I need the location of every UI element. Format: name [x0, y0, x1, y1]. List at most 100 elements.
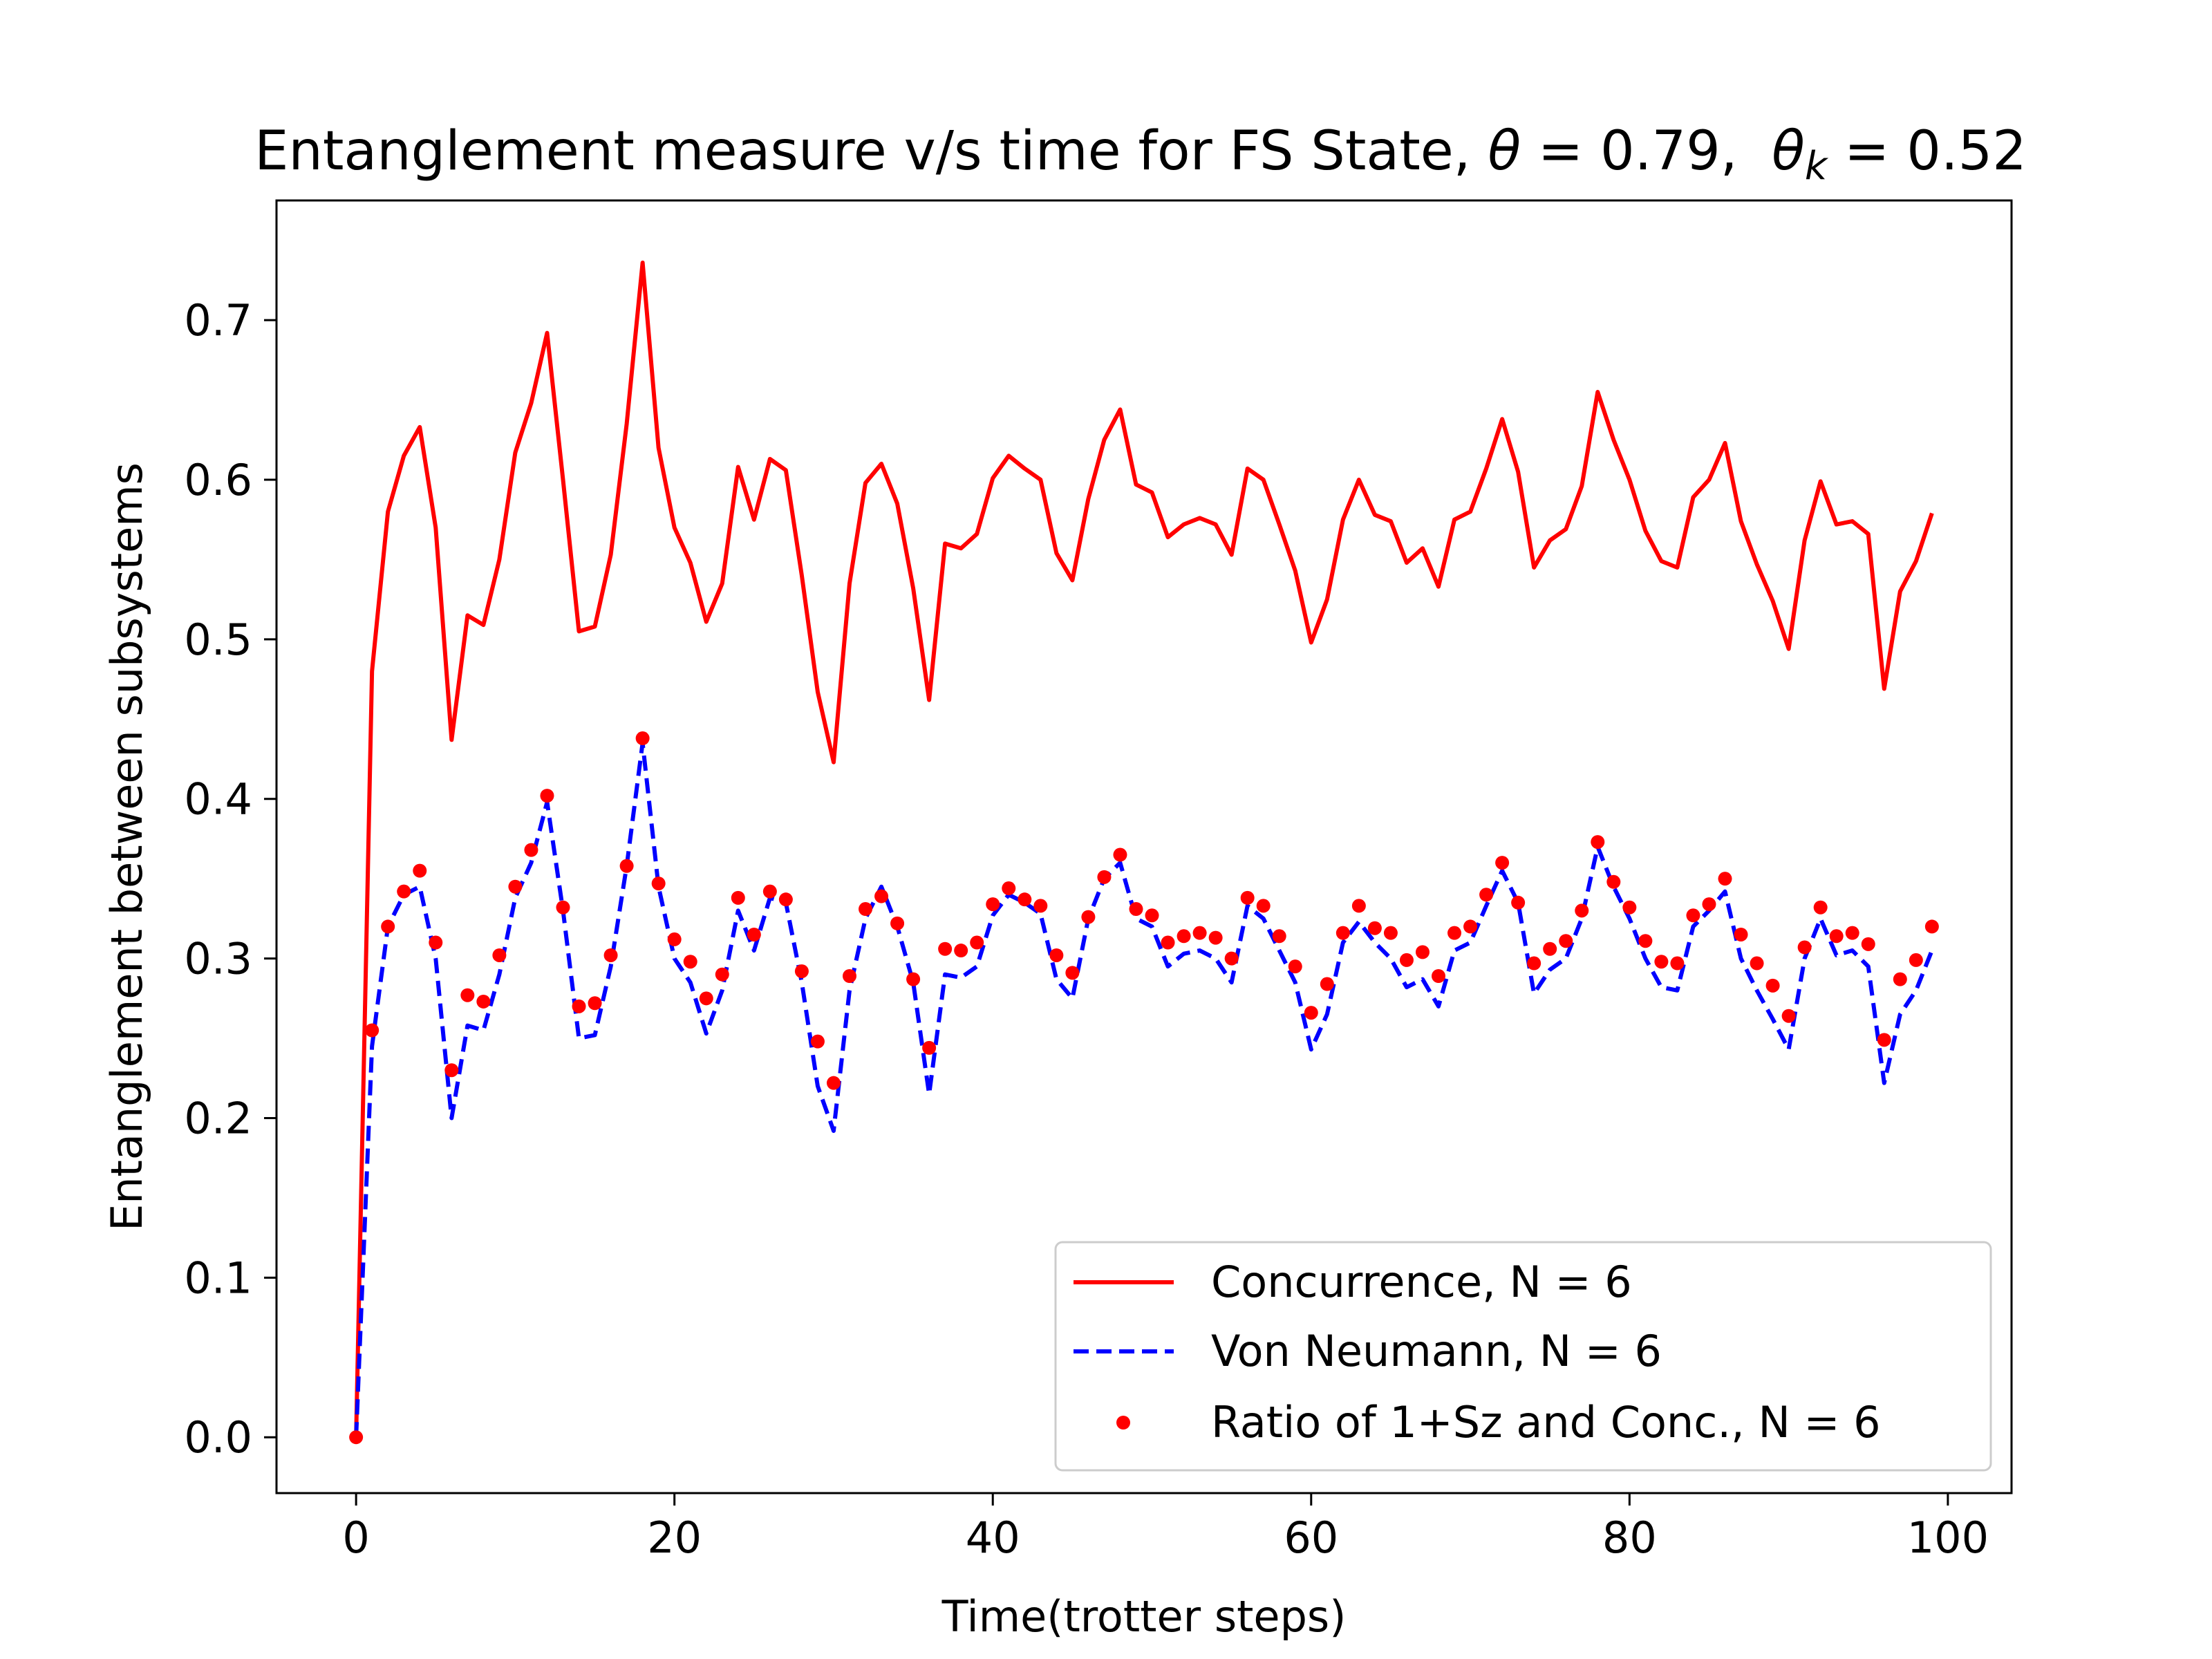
series-von-neumann-line: [354, 740, 1934, 1438]
ratio-data-point: [1511, 895, 1526, 910]
ratio-data-point: [1638, 934, 1653, 948]
ratio-data-point: [556, 900, 570, 915]
ratio-data-point: [699, 991, 713, 1006]
x-tick-label: 80: [1602, 1512, 1657, 1563]
ratio-data-point: [1829, 929, 1844, 944]
ratio-data-point: [954, 944, 968, 958]
ratio-data-point: [444, 1063, 459, 1078]
ratio-data-point: [1065, 966, 1080, 980]
x-axis: 0 20 40 60 80 100: [342, 1493, 1989, 1563]
ratio-data-point: [938, 941, 953, 956]
ratio-data-point: [826, 1076, 841, 1090]
ratio-data-point: [1335, 926, 1350, 940]
ratio-data-point: [1750, 956, 1764, 971]
ratio-data-point: [1877, 1033, 1891, 1047]
ratio-data-point: [1049, 948, 1064, 962]
ratio-data-point: [1432, 969, 1446, 983]
ratio-data-point: [1208, 930, 1223, 945]
legend-label-von-neumann: Von Neumann, N = 6: [1211, 1326, 1662, 1376]
y-tick-label: 0.5: [184, 615, 252, 665]
y-tick-label: 0.2: [184, 1093, 252, 1143]
ratio-data-point: [1559, 934, 1573, 948]
y-tick-label: 0.1: [184, 1253, 252, 1303]
ratio-data-point: [890, 916, 905, 930]
ratio-data-point: [1399, 953, 1414, 967]
x-tick-label: 100: [1907, 1512, 1989, 1563]
ratio-data-point: [1591, 835, 1605, 850]
ratio-data-point: [651, 877, 666, 891]
ratio-data-point: [810, 1034, 825, 1049]
ratio-data-point: [1272, 929, 1286, 944]
ratio-data-point: [970, 935, 984, 950]
ratio-data-point: [1670, 956, 1685, 971]
ratio-data-point: [492, 948, 507, 962]
ratio-data-point: [349, 1430, 364, 1445]
legend-label-concurrence: Concurrence, N = 6: [1211, 1257, 1632, 1307]
ratio-data-point: [365, 1023, 379, 1038]
x-axis-label: Time(trotter steps): [941, 1591, 1347, 1642]
ratio-data-point: [1686, 908, 1700, 923]
ratio-data-point: [476, 994, 491, 1009]
chart-title: Entanglement measure v/s time for FS Sta…: [254, 120, 2027, 189]
ratio-data-point: [874, 889, 889, 903]
ratio-data-point: [508, 879, 523, 894]
ratio-data-point: [588, 996, 602, 1011]
y-tick-label: 0.0: [184, 1412, 252, 1463]
y-axis: 0.0 0.1 0.2 0.3 0.4 0.5 0.6 0.7: [184, 295, 276, 1463]
y-tick-label: 0.7: [184, 295, 252, 346]
x-tick-label: 20: [647, 1512, 702, 1563]
ratio-data-point: [381, 919, 395, 934]
ratio-data-point: [747, 927, 761, 941]
ratio-data-point: [1797, 940, 1812, 955]
ratio-data-point: [1781, 1009, 1796, 1023]
legend-box: [1054, 1241, 1992, 1472]
ratio-data-point: [524, 843, 538, 857]
ratio-data-point: [731, 890, 745, 905]
ratio-data-point: [1367, 921, 1382, 935]
ratio-data-point: [1924, 919, 1939, 934]
ratio-data-point: [1909, 953, 1923, 967]
y-tick-label: 0.6: [184, 455, 252, 505]
ratio-data-point: [635, 731, 650, 746]
ratio-data-point: [1845, 926, 1859, 940]
legend-label-ratio: Ratio of 1+Sz and Conc., N = 6: [1211, 1397, 1881, 1447]
ratio-data-point: [986, 897, 1000, 912]
ratio-data-point: [794, 964, 809, 979]
ratio-data-point: [1081, 910, 1096, 924]
ratio-data-point: [1304, 1006, 1318, 1020]
ratio-data-point: [1256, 899, 1271, 913]
ratio-data-point: [619, 859, 634, 873]
series-concurrence-line: [354, 261, 1934, 1438]
ratio-data-point: [1606, 874, 1621, 889]
plot-area: [275, 199, 2013, 1494]
ratio-data-point: [1447, 926, 1462, 940]
ratio-data-point: [1495, 856, 1510, 870]
ratio-data-point: [859, 902, 873, 917]
ratio-data-point: [906, 972, 921, 986]
ratio-data-point: [1192, 926, 1207, 940]
ratio-data-point: [1479, 888, 1494, 902]
ratio-data-point: [603, 948, 618, 962]
ratio-data-point: [1527, 956, 1541, 971]
x-tick-label: 40: [966, 1512, 1020, 1563]
y-tick-label: 0.3: [184, 934, 252, 984]
ratio-data-point: [1718, 872, 1732, 886]
ratio-data-point: [1383, 926, 1398, 940]
legend: Concurrence, N = 6 Von Neumann, N = 6 Ra…: [1054, 1241, 1992, 1472]
series-layer: [349, 261, 1939, 1445]
ratio-data-point: [1097, 870, 1112, 884]
ratio-data-point: [1240, 890, 1255, 905]
ratio-data-point: [429, 935, 443, 950]
ratio-data-point: [1543, 941, 1557, 956]
ratio-data-point: [922, 1040, 937, 1055]
y-tick-label: 0.4: [184, 774, 252, 825]
ratio-data-point: [1033, 899, 1048, 913]
ratio-data-point: [667, 932, 682, 946]
ratio-data-point: [397, 884, 411, 899]
ratio-data-point: [1893, 972, 1907, 986]
ratio-data-point: [1813, 900, 1828, 915]
series-ratio-points: [349, 731, 1939, 1445]
ratio-data-point: [778, 892, 793, 907]
ratio-data-point: [1734, 927, 1748, 941]
